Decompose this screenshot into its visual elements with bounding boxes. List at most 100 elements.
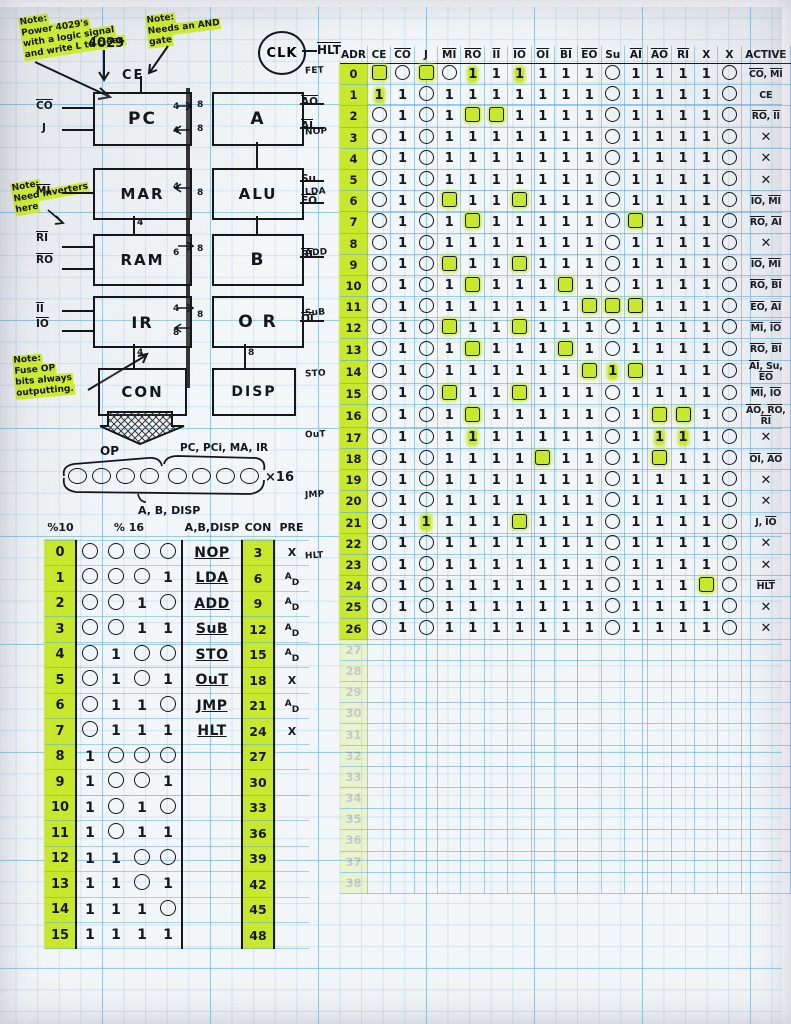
opcode-row[interactable]: 14 1 1 1 45: [45, 897, 309, 923]
microcode-row[interactable]: 17 1 1 1 1 1 1 1 1 1 1 1 1 ✕: [340, 427, 791, 450]
microcode-row[interactable]: 5 1 1 1 1 1 1 1 1 1 1 1 1 ✕: [340, 169, 791, 192]
microcode-row[interactable]: 26 1 1 1 1 1 1 1 1 1 1 1 1 ✕: [340, 618, 791, 640]
microcode-bit: 1: [577, 447, 602, 471]
microcode-row[interactable]: 32: [340, 745, 791, 767]
microcode-bit: 1: [460, 469, 486, 492]
microcode-active-signals: ✕: [741, 490, 791, 513]
microcode-bit: 1: [390, 469, 415, 492]
microcode-bit: 1: [507, 211, 532, 234]
microcode-bit: [671, 702, 696, 725]
opcode-row[interactable]: 6 1 1 JMP 21 AD: [45, 693, 309, 719]
microcode-bit: [460, 745, 486, 767]
microcode-row[interactable]: 12 1 1 1 1 1 1 1 1 1 1 MI, IO: [340, 317, 791, 340]
opcode-row[interactable]: 8 1 27: [45, 744, 309, 770]
microcode-row[interactable]: 23 1 1 1 1 1 1 1 1 1 1 1 1 ✕: [340, 554, 791, 577]
microcode-address: 1: [340, 84, 368, 107]
block-or-label: O R: [238, 312, 278, 332]
microcode-row[interactable]: 30: [340, 702, 791, 725]
microcode-bit: [414, 190, 439, 213]
microcode-row[interactable]: 0 1 1 1 1 1 1 1 1 1 1 CO, MI: [340, 62, 791, 86]
opcode-row[interactable]: 10 1 1 33: [45, 795, 309, 821]
microcode-active-signals: RO, AI: [741, 211, 791, 234]
microcode-bit: 1: [460, 618, 486, 640]
microcode-bit: [390, 851, 415, 873]
microcode-active-signals: AI, Su, EO: [741, 360, 791, 384]
microcode-row[interactable]: 38: [340, 872, 791, 894]
microcode-row[interactable]: 21 1 1 1 1 1 1 1 1 1 1 1 1 J, IO: [340, 511, 791, 534]
bus-width-pc-out: 4: [173, 102, 180, 112]
microcode-row[interactable]: 24 1 1 1 1 1 1 1 1 1 1 1 HLT: [340, 575, 791, 598]
opcode-row[interactable]: 13 1 1 1 42: [45, 871, 309, 898]
microcode-bit: 1: [460, 427, 486, 450]
microcode-row[interactable]: 13 1 1 1 1 1 1 1 1 1 1 RO, BI: [340, 338, 791, 361]
opcode-row[interactable]: 3 1 1 SuB 12 AD: [45, 616, 309, 643]
microcode-bit: [367, 404, 392, 428]
opcode-row[interactable]: 12 1 1 39: [45, 846, 309, 872]
microcode-row[interactable]: 22 1 1 1 1 1 1 1 1 1 1 1 1 ✕: [340, 533, 791, 555]
microcode-address: 8: [340, 233, 368, 255]
microcode-address: 23: [340, 554, 368, 577]
microcode-row[interactable]: 16 1 1 1 1 1 1 1 1 1 AO, RO, RI: [340, 404, 791, 428]
opcode-bit: 1: [76, 769, 103, 796]
microcode-bit: 1: [531, 338, 555, 361]
microcode-bit: [414, 169, 439, 192]
microcode-bit: 1: [460, 62, 486, 86]
microcode-bit: [367, 148, 392, 170]
microcode-row[interactable]: 10 1 1 1 1 1 1 1 1 1 1 RO, BI: [340, 275, 791, 298]
microcode-address: 38: [340, 872, 368, 894]
opcode-row[interactable]: 2 1 ADD 9 AD: [45, 591, 309, 617]
microcode-bit: [484, 872, 509, 894]
microcode-row[interactable]: 4 1 1 1 1 1 1 1 1 1 1 1 1 ✕: [340, 148, 791, 170]
opcode-row[interactable]: 4 1 STO 15 AD: [45, 642, 309, 668]
microcode-row[interactable]: 2 1 1 1 1 1 1 1 1 1 1 RO, II: [340, 105, 791, 128]
microcode-active-signals: ✕: [741, 533, 791, 555]
opcode-row[interactable]: 5 1 1 OuT 18 X: [45, 667, 309, 694]
microcode-bit: [717, 469, 742, 492]
microcode-row[interactable]: 19 1 1 1 1 1 1 1 1 1 1 1 1 ✕: [340, 469, 791, 492]
microcode-row[interactable]: 25 1 1 1 1 1 1 1 1 1 1 1 1 ✕: [340, 596, 791, 619]
microcode-bit: [647, 404, 672, 428]
microcode-bit: [367, 829, 392, 852]
microcode-address: 37: [340, 851, 368, 873]
opcode-row[interactable]: 0 NOP 3 X: [45, 540, 309, 566]
microcode-row[interactable]: 34: [340, 787, 791, 810]
microcode-row[interactable]: 15 1 1 1 1 1 1 1 1 1 1 MI, IO: [340, 382, 791, 405]
microcode-row[interactable]: 37: [340, 851, 791, 873]
microcode-row[interactable]: 20 1 1 1 1 1 1 1 1 1 1 1 1 ✕: [340, 490, 791, 513]
microcode-bit: [694, 660, 719, 683]
microcode-row[interactable]: 6 1 1 1 1 1 1 1 1 1 1 IO, MI: [340, 190, 791, 213]
microcode-row[interactable]: 27: [340, 638, 791, 661]
opcode-row[interactable]: 9 1 1 30: [45, 769, 309, 796]
opcode-row[interactable]: 15 1 1 1 1 48: [45, 922, 309, 949]
microcode-row[interactable]: 9 1 1 1 1 1 1 1 1 1 1 IO, MI: [340, 253, 791, 276]
opcode-bit: 1: [155, 565, 182, 592]
microcode-bit: 1: [553, 533, 579, 555]
microcode-row[interactable]: 1 1 1 1 1 1 1 1 1 1 1 1 1 1 CE: [340, 84, 791, 107]
microcode-row[interactable]: 18 1 1 1 1 1 1 1 1 1 1 OI, AO: [340, 447, 791, 471]
microcode-row[interactable]: 14 1 1 1 1 1 1 1 1 1 1 1 AI, Su, EO: [340, 360, 791, 384]
microcode-row[interactable]: 3 1 1 1 1 1 1 1 1 1 1 1 1 ✕: [340, 126, 791, 149]
microcode-row[interactable]: 29: [340, 681, 791, 704]
microcode-bit: [717, 829, 742, 852]
microcode-row[interactable]: 7 1 1 1 1 1 1 1 1 1 1 RO, AI: [340, 211, 791, 234]
opcode-row[interactable]: 7 1 1 1 HLT 24 X: [45, 718, 309, 745]
microcode-row[interactable]: 31: [340, 723, 791, 746]
opcode-decimal: 6: [45, 693, 77, 719]
microcode-bit: [647, 702, 672, 725]
microcode-row[interactable]: 28: [340, 660, 791, 683]
microcode-row[interactable]: 8 1 1 1 1 1 1 1 1 1 1 1 1 ✕: [340, 233, 791, 255]
microcode-bit: 1: [647, 338, 672, 361]
microcode-row[interactable]: 33: [340, 765, 791, 789]
microcode-bit: [624, 360, 649, 384]
opcode-row[interactable]: 1 1 LDA 6 AD: [45, 565, 309, 592]
opcode-con-address: 36: [242, 820, 275, 847]
block-alu: ALU: [212, 168, 304, 220]
microcode-row[interactable]: 36: [340, 829, 791, 852]
microcode-row[interactable]: 35: [340, 808, 791, 831]
opcode-row[interactable]: 11 1 1 1 36: [45, 820, 309, 847]
microcode-bit: [484, 829, 509, 852]
microcode-col-header-ro: RO: [460, 46, 486, 64]
microcode-bit: 1: [553, 296, 579, 319]
bitfield-multiplier: ×16: [265, 470, 294, 485]
microcode-row[interactable]: 11 1 1 1 1 1 1 1 1 1 1 EO, AI: [340, 296, 791, 319]
